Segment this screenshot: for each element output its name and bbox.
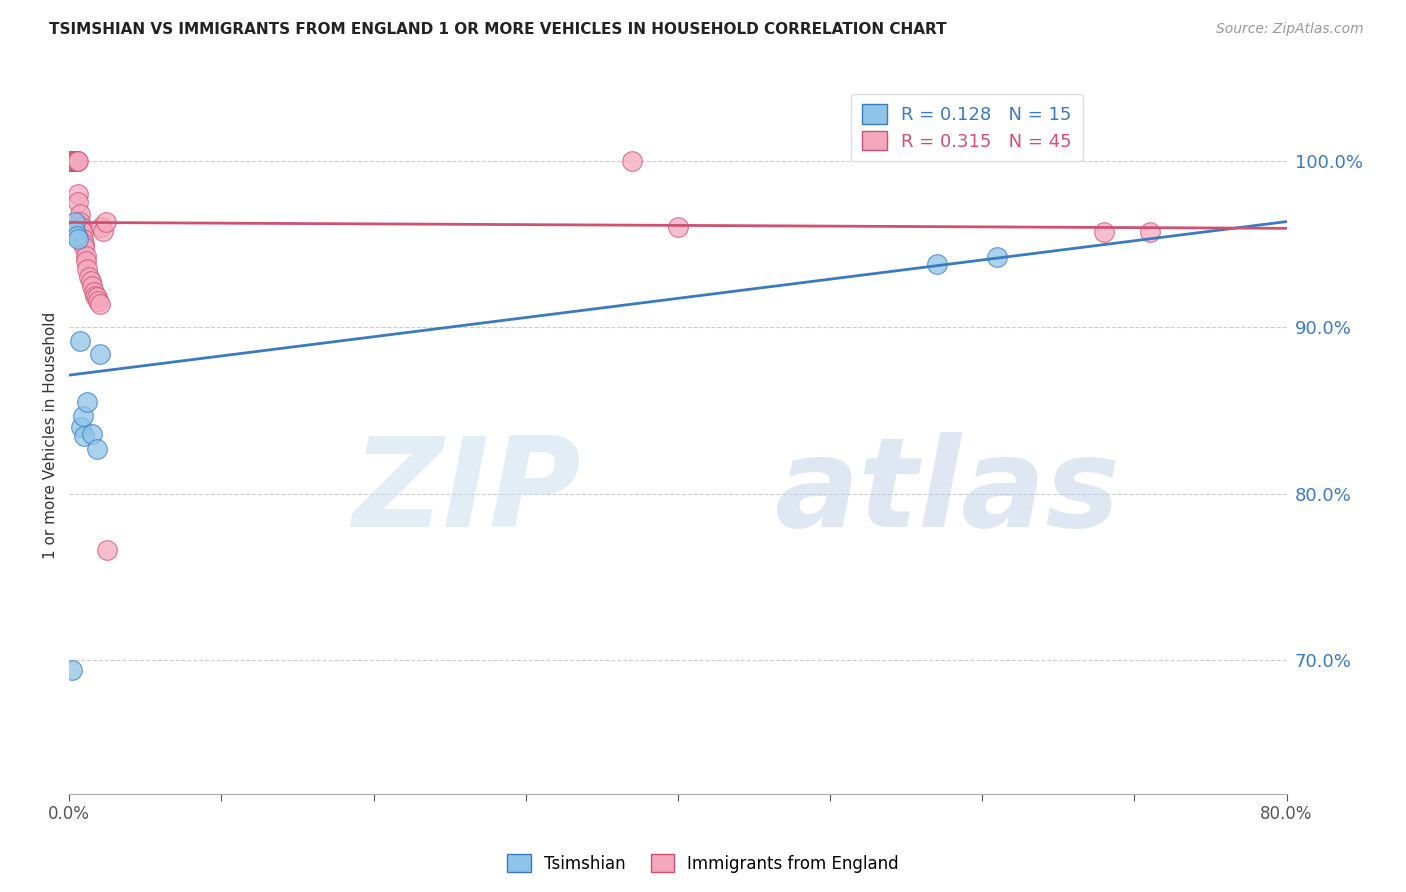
- Point: [83, 285, 105, 300]
- Point: [86, 290, 108, 304]
- Point: [73, 237, 96, 252]
- Point: [60, 153, 83, 168]
- Point: [73, 240, 96, 254]
- Point: [65, 153, 87, 168]
- Point: [925, 257, 948, 271]
- Point: [666, 220, 689, 235]
- Point: [79, 274, 101, 288]
- Point: [67, 232, 90, 246]
- Y-axis label: 1 or more Vehicles in Household: 1 or more Vehicles in Household: [44, 312, 58, 559]
- Point: [84, 288, 107, 302]
- Point: [66, 153, 89, 168]
- Point: [73, 428, 96, 442]
- Point: [89, 347, 111, 361]
- Point: [60, 153, 83, 168]
- Point: [72, 232, 94, 246]
- Point: [66, 153, 89, 168]
- Point: [60, 153, 83, 168]
- Point: [62, 153, 84, 168]
- Legend: R = 0.128   N = 15, R = 0.315   N = 45: R = 0.128 N = 15, R = 0.315 N = 45: [851, 94, 1083, 161]
- Point: [70, 220, 93, 235]
- Text: TSIMSHIAN VS IMMIGRANTS FROM ENGLAND 1 OR MORE VEHICLES IN HOUSEHOLD CORRELATION: TSIMSHIAN VS IMMIGRANTS FROM ENGLAND 1 O…: [49, 22, 946, 37]
- Point: [69, 215, 91, 229]
- Point: [76, 395, 98, 409]
- Point: [69, 207, 91, 221]
- Text: Source: ZipAtlas.com: Source: ZipAtlas.com: [1216, 22, 1364, 37]
- Point: [72, 225, 94, 239]
- Point: [70, 420, 93, 434]
- Point: [77, 270, 100, 285]
- Point: [59, 153, 82, 168]
- Point: [67, 195, 90, 210]
- Point: [62, 153, 84, 168]
- Point: [60, 664, 83, 678]
- Point: [86, 442, 108, 456]
- Point: [621, 153, 644, 168]
- Point: [66, 153, 89, 168]
- Point: [94, 215, 117, 229]
- Point: [76, 262, 98, 277]
- Point: [59, 153, 82, 168]
- Legend: Tsimshian, Immigrants from England: Tsimshian, Immigrants from England: [501, 847, 905, 880]
- Point: [986, 250, 1008, 264]
- Point: [80, 278, 103, 293]
- Point: [89, 297, 111, 311]
- Point: [70, 224, 93, 238]
- Point: [67, 153, 90, 168]
- Point: [1139, 225, 1161, 239]
- Point: [66, 228, 89, 243]
- Point: [65, 215, 87, 229]
- Point: [1092, 225, 1115, 239]
- Point: [65, 224, 87, 238]
- Point: [91, 224, 114, 238]
- Point: [96, 543, 118, 558]
- Point: [59, 153, 82, 168]
- Point: [75, 249, 97, 263]
- Point: [65, 153, 87, 168]
- Point: [69, 334, 91, 348]
- Point: [72, 409, 94, 423]
- Point: [75, 253, 97, 268]
- Point: [62, 153, 84, 168]
- Point: [87, 293, 110, 308]
- Point: [65, 153, 87, 168]
- Point: [80, 426, 103, 441]
- Text: atlas: atlas: [775, 433, 1121, 553]
- Point: [90, 220, 112, 235]
- Point: [67, 187, 90, 202]
- Text: ZIP: ZIP: [352, 433, 581, 553]
